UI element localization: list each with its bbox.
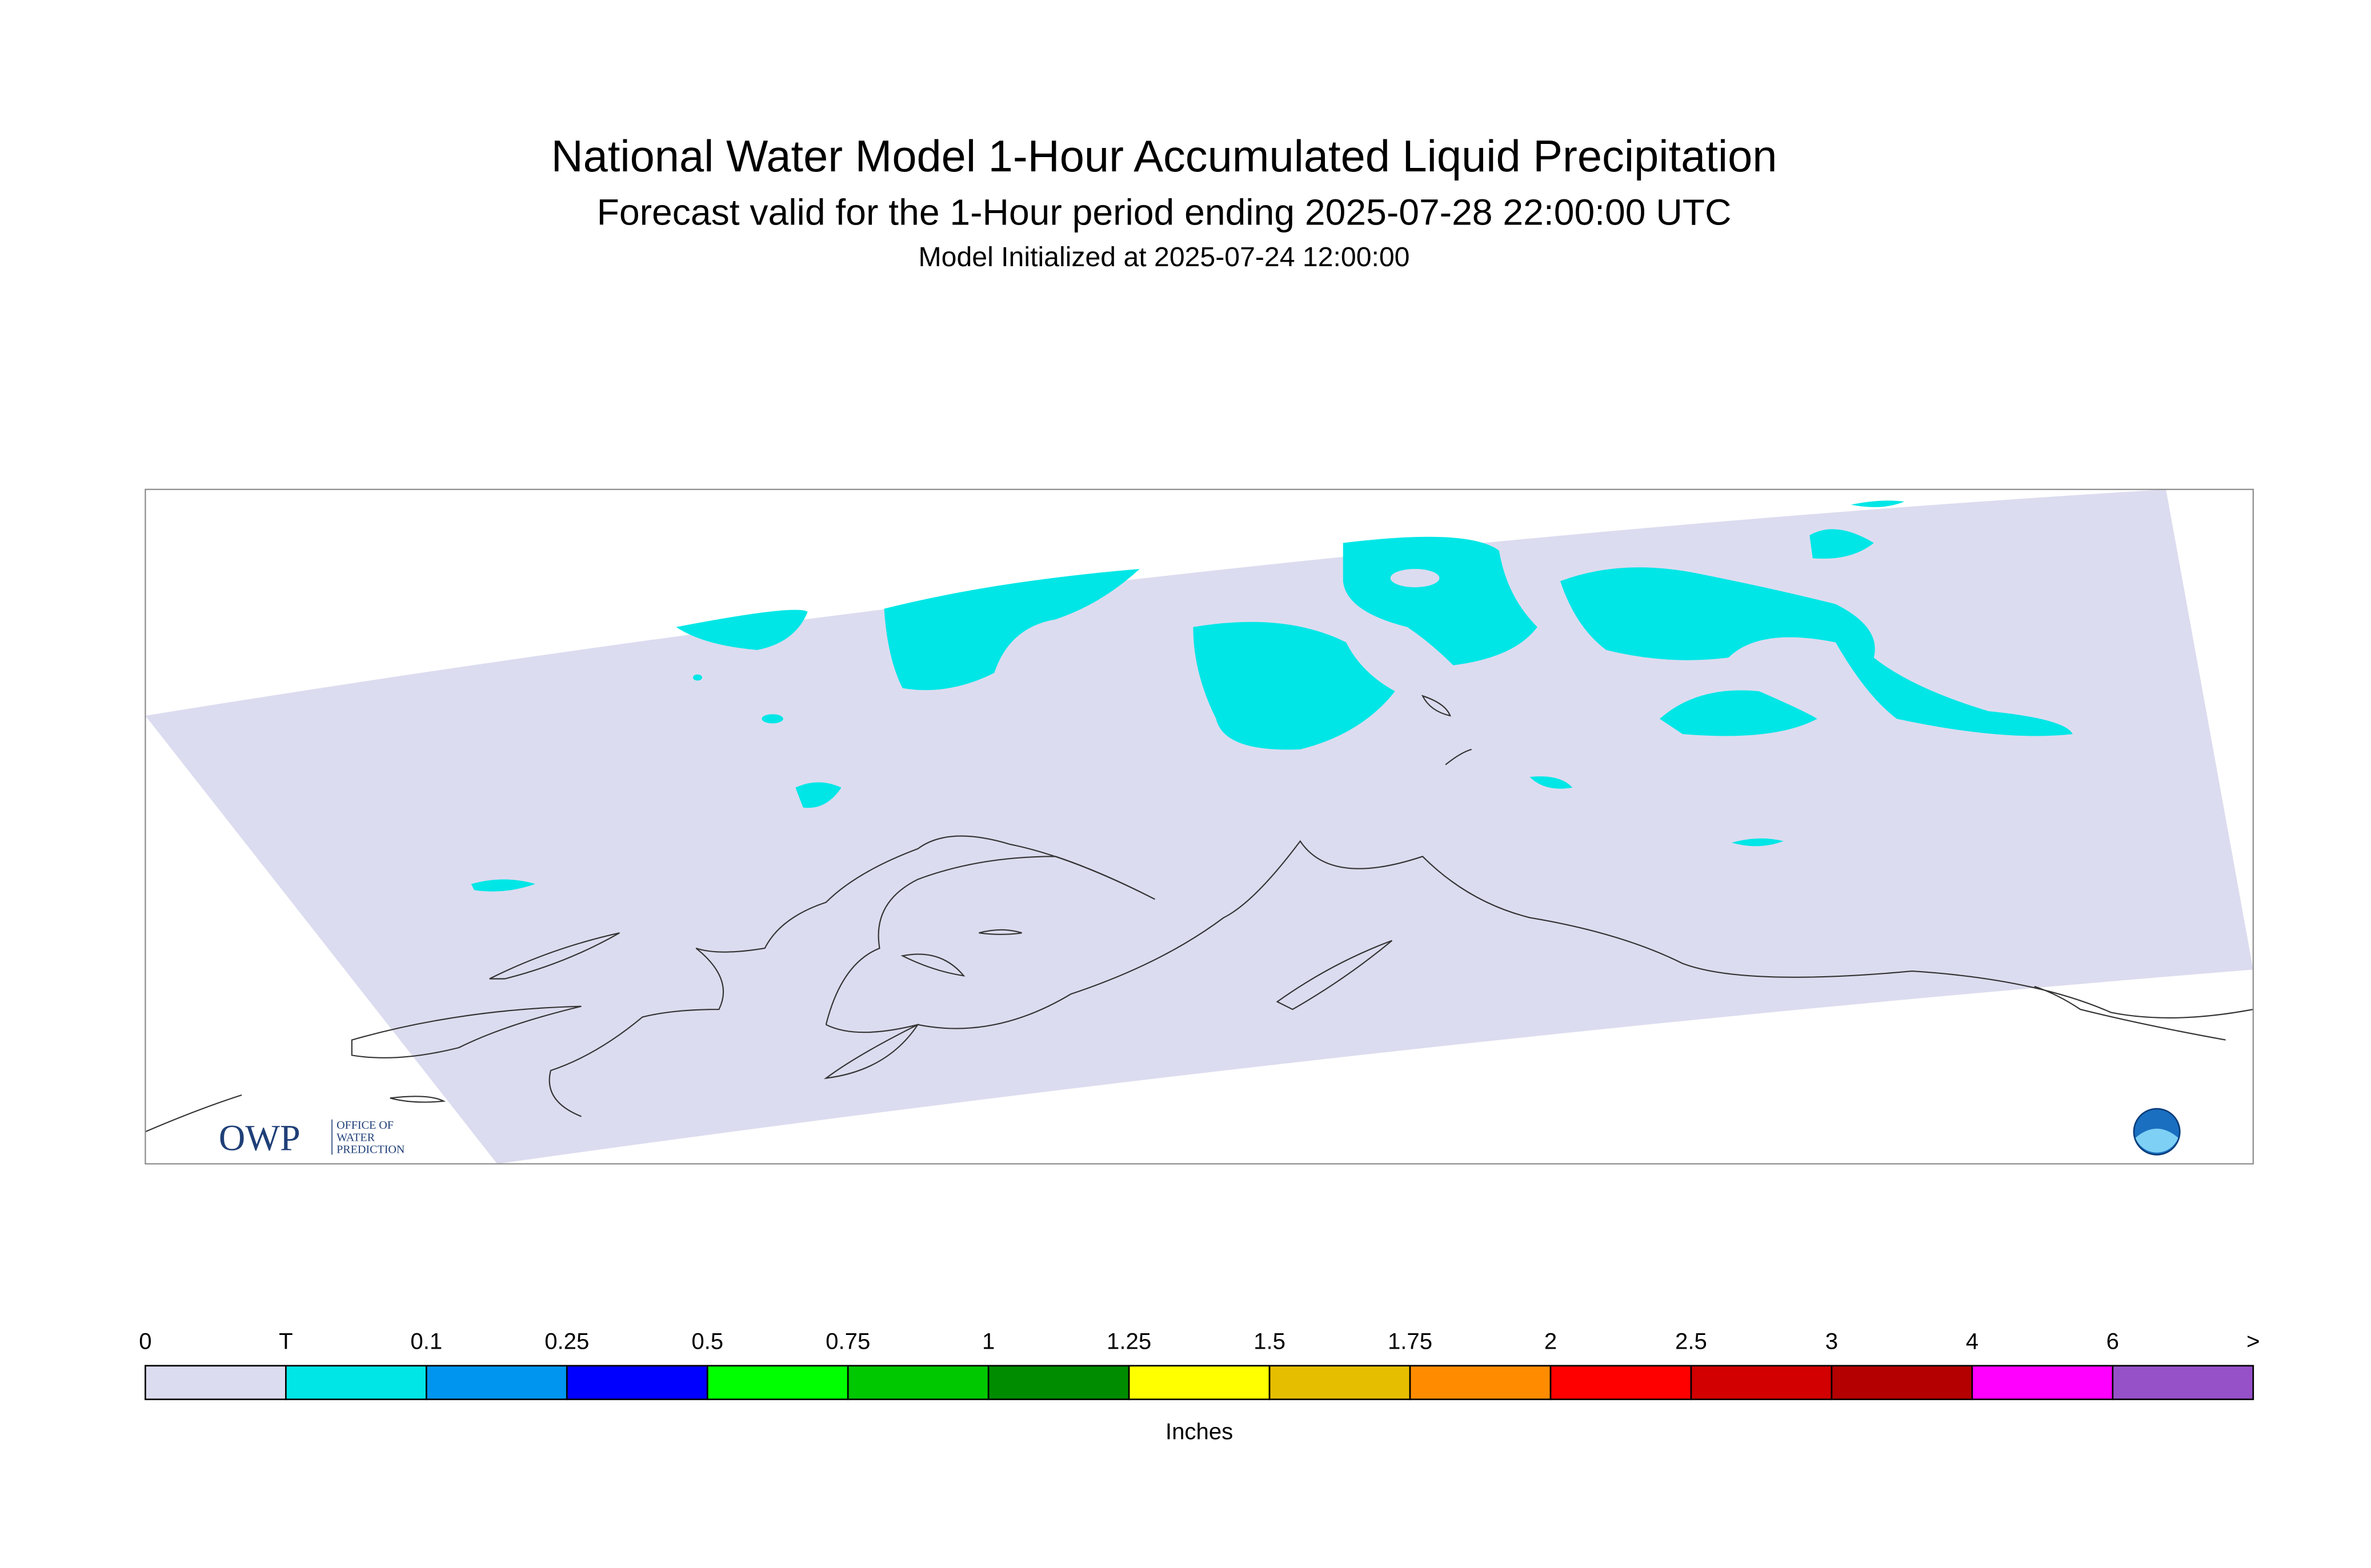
precip-areas: [471, 500, 2073, 892]
color-swatch: [1690, 1365, 1833, 1401]
color-swatch: [285, 1365, 427, 1401]
color-swatch: [847, 1365, 990, 1401]
colorbar-label: 4: [1966, 1328, 1978, 1354]
color-swatch: [1831, 1365, 1973, 1401]
color-swatch: [987, 1365, 1130, 1401]
subtitle: Forecast valid for the 1-Hour period end…: [597, 192, 1732, 233]
owp-logo: OWP OFFICE OF WATER PREDICTION: [219, 1117, 405, 1158]
colorbar-label: 1.25: [1107, 1328, 1151, 1354]
forecast-domain: [145, 489, 2253, 1164]
color-swatch: [706, 1365, 849, 1401]
colorbar-label: 3: [1825, 1328, 1838, 1354]
color-swatch: [1409, 1365, 1552, 1401]
map-frame: [145, 488, 2254, 1165]
color-swatch: [1549, 1365, 1692, 1401]
color-swatch: [425, 1365, 568, 1401]
colorbar-label: T: [279, 1328, 293, 1354]
color-swatch: [1128, 1365, 1271, 1401]
color-swatch: [145, 1365, 287, 1401]
init-time: Model Initialized at 2025-07-24 12:00:00: [919, 242, 1410, 272]
noaa-logo: [2133, 1108, 2181, 1156]
logo-line: PREDICTION: [337, 1144, 405, 1156]
color-swatch: [1971, 1365, 2114, 1401]
colorbar-label: 0.5: [691, 1328, 723, 1354]
color-swatch: [1268, 1365, 1411, 1401]
map: [145, 489, 2253, 1164]
colorbar-label: 0.1: [410, 1328, 442, 1354]
colorbar-label: 0.75: [826, 1328, 870, 1354]
logo-text: OWP: [219, 1117, 301, 1158]
coastlines: [145, 695, 2253, 1133]
title: National Water Model 1-Hour Accumulated …: [551, 132, 1777, 181]
colorbar: 0 T 0.1 0.25 0.5 0.75 1 1.25 1.5 1.75 2 2.5 3 4 6 >: [139, 1328, 2260, 1401]
colorbar-label: 1.75: [1388, 1328, 1432, 1354]
colorbar-label: 1: [982, 1328, 995, 1354]
colorbar-label: 1.5: [1253, 1328, 1285, 1354]
color-swatch: [2112, 1365, 2254, 1401]
colorbar-label: 2: [1544, 1328, 1557, 1354]
colorbar-label: >: [2246, 1328, 2260, 1354]
colorbar-label: 2.5: [1675, 1328, 1707, 1354]
colorbar-units: Inches: [1166, 1418, 1233, 1444]
logo-line: OFFICE OF: [337, 1119, 394, 1132]
colorbar-label: 6: [2106, 1328, 2119, 1354]
logo-line: WATER: [337, 1131, 375, 1144]
color-swatch: [566, 1365, 708, 1401]
colorbar-label: 0.25: [544, 1328, 589, 1354]
colorbar-label: 0: [139, 1328, 151, 1354]
